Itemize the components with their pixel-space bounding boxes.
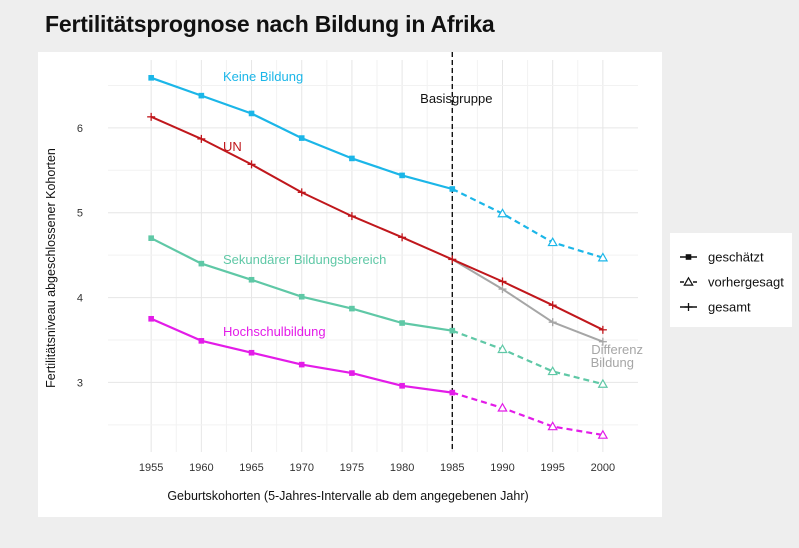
x-tick-label: 1995 xyxy=(540,462,564,474)
series-line-total xyxy=(150,115,604,331)
y-tick-label: 3 xyxy=(77,377,83,389)
x-tick-label: 1955 xyxy=(139,462,163,474)
y-tick-label: 6 xyxy=(77,123,83,135)
x-tick-label: 1970 xyxy=(289,462,313,474)
series-sekundaer xyxy=(148,235,609,388)
baseline-label: Basisgruppe xyxy=(420,91,492,106)
series-un xyxy=(147,112,607,334)
legend-item: geschätzt xyxy=(680,250,764,265)
point-projected xyxy=(597,252,609,262)
x-tick-label: 1965 xyxy=(239,462,263,474)
point-estimated xyxy=(248,276,255,283)
axes: 3 4 5 6 1955 1960 1965 1970 1975 1980 1985 1990 1995… xyxy=(44,123,615,503)
point-projected xyxy=(547,365,558,376)
point-estimated xyxy=(148,235,154,241)
y-axis-title: Fertilitätsniveau abgeschlossener Kohort… xyxy=(44,148,58,388)
series-label-differenz: Differenz xyxy=(591,342,643,357)
series-hochschul xyxy=(148,315,609,439)
x-tick-label: 1985 xyxy=(440,462,464,474)
legend-marker-square xyxy=(685,254,692,260)
point-estimated xyxy=(399,320,405,326)
point-projected xyxy=(497,208,508,218)
series-line-total xyxy=(451,258,604,343)
series-label-hochschul: Hochschulbildung xyxy=(223,324,326,339)
y-tick-label: 4 xyxy=(77,293,83,305)
point-projected xyxy=(547,421,558,431)
legend-item: gesamt xyxy=(680,300,751,315)
chart-panel: Basisgruppe 3 4 5 6 1955 1960 1965 1970 1975 1980… xyxy=(38,52,662,517)
series-labels: Keine Bildung UN Sekundärer Bildungsbereic… xyxy=(223,69,643,370)
point-estimated xyxy=(349,370,355,376)
series-keine xyxy=(148,75,609,262)
legend-label: gesamt xyxy=(708,300,751,315)
point-projected xyxy=(597,429,609,439)
series-label-sekundaer: Sekundärer Bildungsbereich xyxy=(223,252,386,267)
point-estimated xyxy=(399,172,405,179)
point-projected xyxy=(597,378,609,388)
point-projected xyxy=(547,237,558,247)
line-chart: Basisgruppe 3 4 5 6 1955 1960 1965 1970 1975 1980… xyxy=(44,52,643,503)
point-estimated xyxy=(298,361,305,368)
legend-marker-triangle xyxy=(683,276,694,286)
x-tick-label: 1975 xyxy=(340,462,364,474)
legend-label: vorhergesagt xyxy=(708,275,784,290)
y-tick-label: 5 xyxy=(77,208,83,220)
x-tick-label: 1960 xyxy=(189,462,213,474)
legend-label: geschätzt xyxy=(708,250,764,265)
point-estimated xyxy=(248,110,255,117)
series-line-projected xyxy=(451,391,604,437)
point-estimated xyxy=(198,92,205,99)
legend: geschätzt vorhergesagt gesamt xyxy=(670,233,792,327)
x-axis-title: Geburtskohorten (5-Jahres-Intervalle ab … xyxy=(167,489,528,503)
point-estimated xyxy=(449,327,456,334)
series-label-differenz: Bildung xyxy=(591,355,634,370)
point-estimated xyxy=(449,186,456,192)
series-lines xyxy=(147,75,609,439)
point-estimated xyxy=(148,315,154,322)
point-projected xyxy=(497,343,508,354)
grid-lines xyxy=(108,60,638,452)
series-label-un: UN xyxy=(223,139,242,154)
point-estimated xyxy=(198,260,205,267)
point-projected xyxy=(497,402,508,412)
point-estimated xyxy=(298,135,305,141)
x-tick-label: 1980 xyxy=(390,462,414,474)
point-estimated xyxy=(198,338,205,344)
legend-svg: geschätzt vorhergesagt gesamt xyxy=(680,250,784,315)
baseline-group: Basisgruppe xyxy=(420,52,492,452)
point-estimated xyxy=(248,349,255,356)
series-line-projected xyxy=(451,329,604,386)
point-estimated xyxy=(148,75,154,81)
series-label-keine: Keine Bildung xyxy=(223,69,303,84)
point-estimated xyxy=(298,293,305,300)
x-tick-label: 2000 xyxy=(591,462,615,474)
point-estimated xyxy=(399,383,405,389)
point-estimated xyxy=(349,305,355,312)
x-tick-label: 1990 xyxy=(490,462,514,474)
page-title: Fertilitätsprognose nach Bildung in Afri… xyxy=(45,11,495,37)
series-line-projected xyxy=(451,188,604,259)
point-estimated xyxy=(349,155,355,162)
legend-item: vorhergesagt xyxy=(680,275,784,290)
